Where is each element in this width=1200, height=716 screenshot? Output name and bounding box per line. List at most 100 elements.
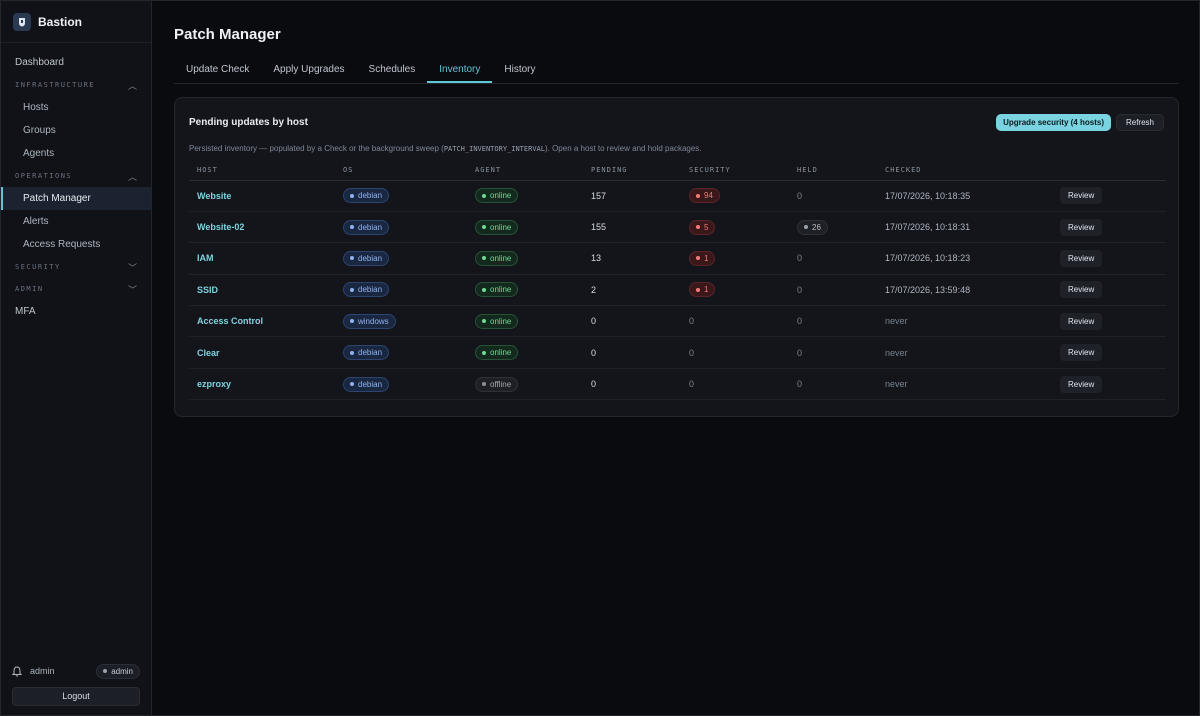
section-infrastructure-label: INFRASTRUCTURE xyxy=(15,81,96,89)
review-button[interactable]: Review xyxy=(1060,218,1103,236)
actions-cell: Review xyxy=(1052,368,1166,401)
checked-time: 17/07/2026, 13:59:48 xyxy=(877,274,1052,307)
user-info: admin xyxy=(12,665,55,677)
agent-status-badge: offline xyxy=(475,376,519,392)
security-cell: 5 xyxy=(681,211,789,244)
role-label: admin xyxy=(111,666,133,676)
dot-icon xyxy=(482,287,486,292)
checked-time: never xyxy=(877,336,1052,369)
actions-cell: Review xyxy=(1052,305,1166,338)
dot-icon xyxy=(482,350,486,355)
agent-label: online xyxy=(490,348,512,358)
os-cell: debian xyxy=(335,180,467,212)
security-count: 1 xyxy=(704,285,709,295)
col-host: HOST xyxy=(189,161,335,181)
section-admin[interactable]: ADMIN ﹀ xyxy=(1,278,151,300)
sidebar: Bastion Dashboard INFRASTRUCTURE ︿ Hosts… xyxy=(1,1,152,715)
host-name-link[interactable]: Website xyxy=(189,180,335,212)
tab-update-check[interactable]: Update Check xyxy=(186,64,250,75)
actions-cell: Review xyxy=(1052,180,1166,212)
agent-status-badge: online xyxy=(475,188,519,204)
held-count: 0 xyxy=(789,336,877,369)
section-admin-label: ADMIN xyxy=(15,285,44,293)
card-title: Pending updates by host xyxy=(189,116,308,128)
role-badge: admin xyxy=(96,663,140,679)
os-label: windows xyxy=(358,316,389,326)
checked-time: 17/07/2026, 10:18:23 xyxy=(877,242,1052,275)
pending-count: 157 xyxy=(583,180,681,212)
agent-cell: online xyxy=(467,242,583,275)
os-label: debian xyxy=(358,379,383,389)
host-name-link[interactable]: SSID xyxy=(189,274,335,307)
col-held: HELD xyxy=(789,161,877,181)
actions-cell: Review xyxy=(1052,274,1166,307)
tab-bar: Update Check Apply Upgrades Schedules In… xyxy=(174,58,1179,84)
host-name-link[interactable]: ezproxy xyxy=(189,368,335,401)
os-cell: windows xyxy=(335,305,467,338)
agent-cell: online xyxy=(467,180,583,212)
refresh-button[interactable]: Refresh xyxy=(1115,113,1164,131)
inventory-table: HOST OS AGENT PENDING SECURITY HELD CHEC… xyxy=(189,161,1166,401)
review-button[interactable]: Review xyxy=(1060,375,1103,393)
sidebar-nav: Dashboard INFRASTRUCTURE ︿ Hosts Groups … xyxy=(1,43,151,660)
host-name-link[interactable]: IAM xyxy=(189,242,335,275)
dot-icon xyxy=(350,287,354,292)
section-operations[interactable]: OPERATIONS ︿ xyxy=(1,165,151,187)
tab-apply-upgrades[interactable]: Apply Upgrades xyxy=(273,64,345,75)
review-button[interactable]: Review xyxy=(1060,312,1103,330)
host-name-link[interactable]: Access Control xyxy=(189,305,335,338)
dot-icon xyxy=(350,193,354,198)
agent-status-badge: online xyxy=(475,219,519,235)
security-badge: 1 xyxy=(689,250,716,266)
col-agent: AGENT xyxy=(467,161,583,181)
tab-inventory[interactable]: Inventory xyxy=(427,58,493,83)
table-header-row: HOST OS AGENT PENDING SECURITY HELD CHEC… xyxy=(189,161,1166,181)
section-operations-label: OPERATIONS xyxy=(15,172,73,180)
agent-status-badge: online xyxy=(475,313,519,329)
agent-status-badge: online xyxy=(475,345,519,361)
logout-button[interactable]: Logout xyxy=(12,687,140,706)
dot-icon xyxy=(804,225,808,230)
dot-icon xyxy=(696,225,700,230)
os-badge: windows xyxy=(343,313,396,329)
upgrade-security-button[interactable]: Upgrade security (4 hosts) xyxy=(996,113,1111,131)
bell-icon[interactable] xyxy=(12,665,22,677)
host-name-link[interactable]: Clear xyxy=(189,336,335,369)
chevron-up-icon: ︿ xyxy=(127,172,137,183)
host-name-link[interactable]: Website-02 xyxy=(189,211,335,244)
section-security-label: SECURITY xyxy=(15,263,61,271)
card-header: Pending updates by host Upgrade security… xyxy=(189,98,1164,144)
section-infrastructure[interactable]: INFRASTRUCTURE ︿ xyxy=(1,74,151,96)
sidebar-item-alerts[interactable]: Alerts xyxy=(23,216,49,227)
review-button[interactable]: Review xyxy=(1060,344,1103,362)
review-button[interactable]: Review xyxy=(1060,281,1103,299)
os-badge: debian xyxy=(343,376,390,392)
sidebar-item-mfa[interactable]: MFA xyxy=(15,306,36,317)
sidebar-item-dashboard[interactable]: Dashboard xyxy=(15,57,64,68)
section-security[interactable]: SECURITY ﹀ xyxy=(1,256,151,278)
dot-icon xyxy=(696,193,700,198)
sidebar-item-patch-manager[interactable]: Patch Manager xyxy=(1,187,151,210)
dot-icon xyxy=(103,669,108,673)
os-label: debian xyxy=(358,191,383,201)
agent-status-badge: online xyxy=(475,282,519,298)
col-os: OS xyxy=(335,161,467,181)
os-label: debian xyxy=(358,222,383,232)
chevron-down-icon: ﹀ xyxy=(127,263,137,274)
dot-icon xyxy=(350,382,354,387)
actions-cell: Review xyxy=(1052,211,1166,244)
table-row: Access Control windows online 0 0 0 never Revie… xyxy=(189,305,1166,338)
shield-logo-icon xyxy=(13,12,31,31)
tab-history[interactable]: History xyxy=(504,64,536,75)
sidebar-item-access-requests[interactable]: Access Requests xyxy=(23,239,101,250)
tab-schedules[interactable]: Schedules xyxy=(368,64,416,75)
review-button[interactable]: Review xyxy=(1060,187,1103,205)
os-label: debian xyxy=(358,285,383,295)
agent-cell: online xyxy=(467,211,583,244)
agent-cell: offline xyxy=(467,368,583,401)
sidebar-item-agents[interactable]: Agents xyxy=(23,148,55,159)
sidebar-item-groups[interactable]: Groups xyxy=(23,125,56,136)
main-content: Patch Manager Update Check Apply Upgrade… xyxy=(152,1,1200,715)
sidebar-item-hosts[interactable]: Hosts xyxy=(23,102,49,113)
review-button[interactable]: Review xyxy=(1060,249,1103,267)
